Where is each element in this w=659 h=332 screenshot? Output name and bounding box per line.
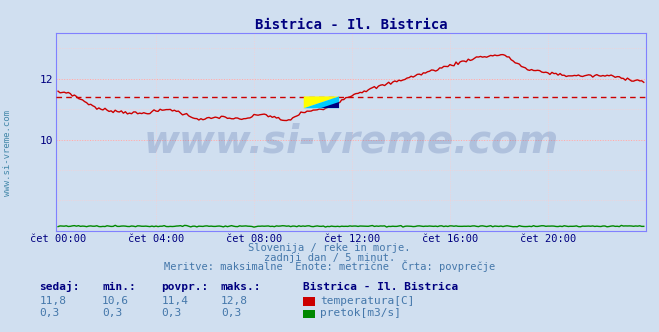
- Polygon shape: [304, 96, 339, 108]
- Text: 10,6: 10,6: [102, 296, 129, 306]
- Text: maks.:: maks.:: [221, 283, 261, 292]
- Text: 11,8: 11,8: [40, 296, 67, 306]
- Text: 12,8: 12,8: [221, 296, 248, 306]
- Text: 0,3: 0,3: [102, 308, 123, 318]
- Polygon shape: [304, 96, 339, 108]
- Text: Bistrica - Il. Bistrica: Bistrica - Il. Bistrica: [303, 283, 459, 292]
- Text: 0,3: 0,3: [161, 308, 182, 318]
- Text: zadnji dan / 5 minut.: zadnji dan / 5 minut.: [264, 253, 395, 263]
- Text: Meritve: maksimalne  Enote: metrične  Črta: povprečje: Meritve: maksimalne Enote: metrične Črta…: [164, 260, 495, 272]
- Text: www.si-vreme.com: www.si-vreme.com: [143, 123, 559, 161]
- Text: min.:: min.:: [102, 283, 136, 292]
- Text: 0,3: 0,3: [221, 308, 241, 318]
- Text: pretok[m3/s]: pretok[m3/s]: [320, 308, 401, 318]
- Polygon shape: [322, 102, 339, 108]
- Text: 11,4: 11,4: [161, 296, 188, 306]
- Text: 0,3: 0,3: [40, 308, 60, 318]
- Text: sedaj:: sedaj:: [40, 282, 80, 292]
- Title: Bistrica - Il. Bistrica: Bistrica - Il. Bistrica: [254, 18, 447, 32]
- Text: povpr.:: povpr.:: [161, 283, 209, 292]
- Text: temperatura[C]: temperatura[C]: [320, 296, 415, 306]
- Text: Slovenija / reke in morje.: Slovenija / reke in morje.: [248, 243, 411, 253]
- Text: www.si-vreme.com: www.si-vreme.com: [3, 110, 13, 196]
